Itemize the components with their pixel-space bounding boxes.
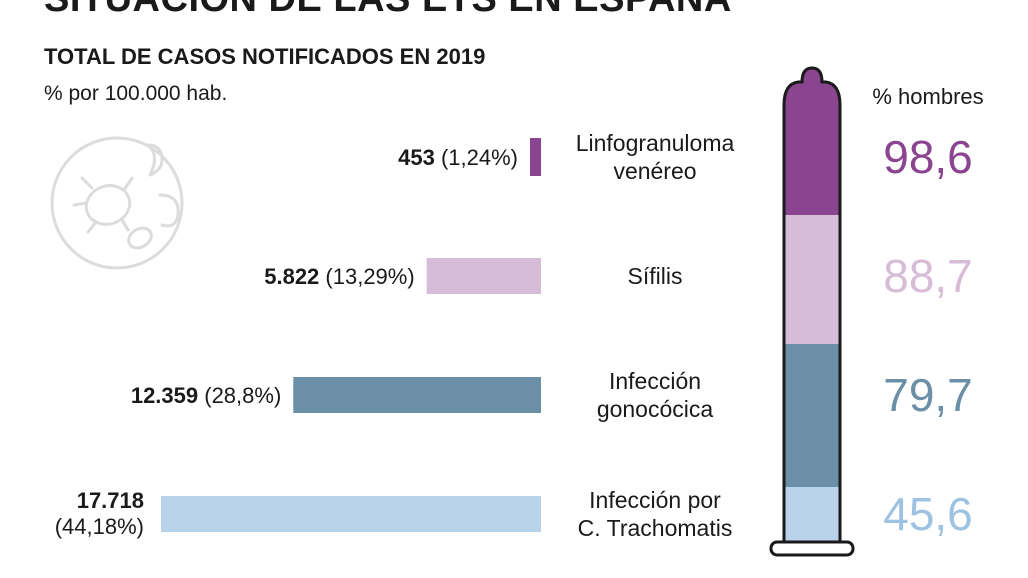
category-label-3-1: C. Trachomatis	[578, 515, 733, 541]
category-label-1-0: Sífilis	[628, 263, 683, 289]
units-label: % por 100.000 hab.	[44, 82, 228, 105]
men-title: % hombres	[872, 84, 983, 109]
men-value-2: 79,7	[883, 369, 973, 421]
men-value-3: 45,6	[883, 488, 973, 540]
men-value-1: 88,7	[883, 250, 973, 302]
men-segment-3	[784, 487, 840, 543]
bar-2	[293, 377, 541, 413]
value-label-0: 453 (1,24%)	[398, 145, 518, 170]
chart-subtitle: TOTAL DE CASOS NOTIFICADOS EN 2019	[44, 44, 486, 69]
men-segment-1	[784, 215, 840, 344]
value-label-1: 5.822 (13,29%)	[264, 264, 414, 289]
chart-title: SITUACIÓN DE LAS ETS EN ESPAÑA	[44, 0, 732, 21]
value-label-3: 17.718	[77, 488, 144, 513]
pct-label-3: (44,18%)	[55, 514, 144, 539]
bar-1	[426, 258, 541, 294]
men-segment-0	[784, 68, 840, 215]
category-label-0-1: venéreo	[613, 158, 696, 184]
condom-rim	[769, 540, 855, 557]
category-label-2-0: Infección	[609, 368, 701, 394]
bar-3	[161, 496, 541, 532]
category-label-3-0: Infección por	[589, 487, 721, 513]
bacteria-icon	[50, 136, 184, 270]
condom-outline	[782, 66, 842, 543]
value-label-2: 12.359 (28,8%)	[131, 383, 281, 408]
bar-0	[530, 138, 541, 176]
men-segment-2	[784, 344, 840, 487]
category-label-0-0: Linfogranuloma	[576, 130, 735, 156]
men-value-0: 98,6	[883, 131, 973, 183]
category-label-2-1: gonocócica	[597, 396, 714, 422]
